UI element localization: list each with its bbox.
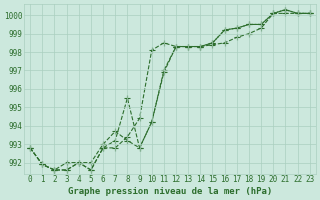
- X-axis label: Graphe pression niveau de la mer (hPa): Graphe pression niveau de la mer (hPa): [68, 187, 272, 196]
